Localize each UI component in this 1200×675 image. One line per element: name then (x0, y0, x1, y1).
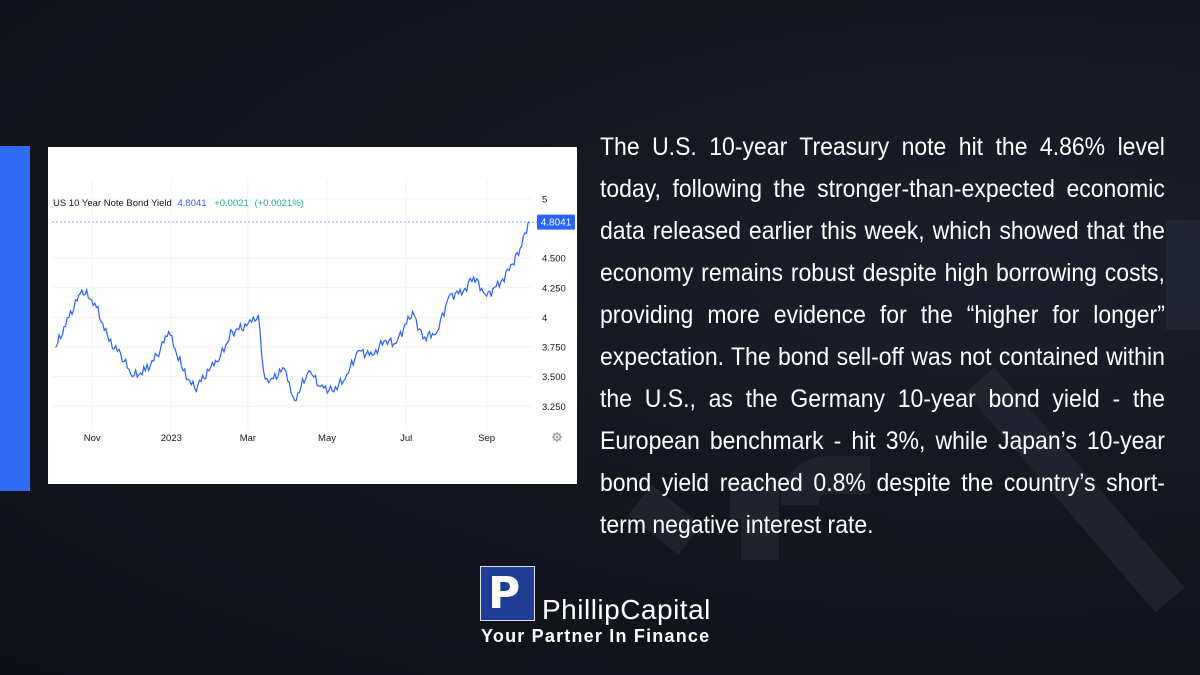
data-point (473, 276, 475, 278)
settings-gear-icon[interactable] (552, 432, 562, 442)
data-point (208, 370, 210, 372)
x-tick-label: Jul (400, 433, 412, 444)
data-point (81, 289, 83, 291)
data-point (462, 290, 464, 292)
chart-legend: US 10 Year Note Bond Yield 4.8041 +0.002… (53, 198, 304, 209)
x-tick-label: 2023 (161, 433, 182, 444)
data-point (131, 376, 134, 378)
x-tick-label: Sep (478, 433, 495, 444)
data-point (448, 295, 450, 297)
data-point (357, 349, 359, 352)
x-axis: Nov 2023 Mar May Jul Sep (84, 433, 495, 444)
data-point (262, 370, 265, 372)
y-tick-label: 4.250 (542, 283, 566, 294)
legend-change: +0.0021 (214, 198, 249, 209)
chart-grid (52, 179, 532, 430)
data-point (521, 245, 523, 247)
logo-mark-icon: P (480, 566, 535, 621)
data-point (383, 340, 385, 342)
accent-bar (0, 146, 30, 491)
legend-value: 4.8041 (177, 198, 206, 209)
data-point (220, 354, 222, 356)
data-point (182, 370, 184, 372)
data-point (395, 342, 397, 345)
logo-letter: P (488, 568, 521, 619)
data-point (485, 295, 488, 297)
y-tick-label: 3.250 (542, 402, 566, 413)
legend-change-pct: (+0.0021%) (254, 198, 303, 209)
last-price-label: 4.8041 (541, 218, 572, 229)
y-tick-label: 3.500 (542, 372, 566, 383)
data-point (511, 263, 514, 265)
data-point (422, 338, 424, 340)
data-point (108, 340, 110, 342)
data-point (412, 310, 414, 313)
data-point (500, 281, 502, 283)
phillipcapital-logo: P PhillipCapital Your Partner In Finance (480, 566, 725, 650)
data-point (231, 331, 233, 333)
data-point (245, 325, 248, 327)
data-point (528, 221, 531, 223)
data-point (436, 331, 438, 333)
data-point (308, 370, 310, 372)
legend-symbol: US 10 Year Note Bond Yield (53, 198, 172, 209)
data-point (194, 387, 196, 390)
data-point (257, 314, 259, 316)
brand-tagline: Your Partner In Finance (481, 626, 711, 646)
data-point (371, 354, 374, 356)
series-points (55, 221, 531, 401)
last-price-tag (537, 214, 575, 230)
x-tick-label: Mar (240, 433, 256, 444)
bond-yield-chart: 5 4.500 4.250 4 3.750 3.500 3.250 Nov 2023 Mar Ma… (52, 179, 575, 444)
y-tick-label: 3.750 (542, 343, 566, 354)
data-point (55, 346, 57, 348)
y-tick-label: 4.500 (542, 254, 566, 265)
data-point (94, 302, 96, 304)
data-point (156, 354, 158, 356)
y-axis: 5 4.500 4.250 4 3.750 3.500 3.250 (542, 194, 566, 412)
chart-panel: 5 4.500 4.250 4 3.750 3.500 3.250 Nov 2023 Mar Ma… (48, 147, 577, 484)
y-tick-label: 4 (542, 313, 547, 324)
x-tick-label: Nov (84, 433, 101, 444)
brand-name: PhillipCapital (542, 594, 711, 625)
x-tick-label: May (318, 433, 336, 444)
article-paragraph: The U.S. 10-year Treasury note hit the 4… (600, 133, 1165, 539)
data-point (283, 367, 285, 369)
data-point (319, 385, 322, 387)
data-point (293, 399, 296, 401)
y-tick-label: 5 (542, 194, 547, 205)
data-point (168, 331, 170, 333)
data-point (331, 390, 333, 392)
data-point (120, 353, 122, 355)
data-point (144, 370, 147, 372)
data-point (268, 381, 270, 384)
data-point (527, 221, 529, 224)
data-point (344, 378, 346, 380)
data-point (68, 316, 70, 318)
series-line (55, 221, 530, 402)
